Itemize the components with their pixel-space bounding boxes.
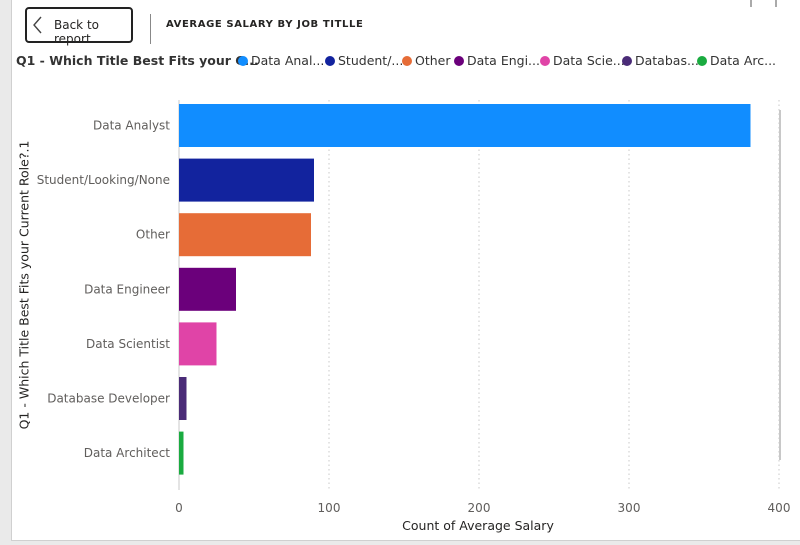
legend-item[interactable]: Data Scie...	[540, 53, 625, 68]
legend-label: Data Arc...	[710, 53, 777, 68]
bar[interactable]	[179, 431, 184, 475]
category-label: Database Developer	[47, 392, 170, 406]
chevron-left-icon	[33, 16, 42, 34]
legend-item[interactable]: Data Arc...	[697, 53, 776, 68]
legend-marker	[697, 56, 707, 66]
visual-title: AVERAGE SALARY BY JOB TITLLE	[166, 19, 364, 30]
legend-marker	[325, 56, 335, 66]
legend-label: Data Scie...	[553, 53, 625, 68]
category-label: Data Architect	[84, 446, 171, 460]
y-axis-title: Q1 - Which Title Best Fits your Current …	[16, 140, 32, 430]
visual-panel	[11, 0, 800, 541]
bar[interactable]	[179, 158, 314, 202]
legend: Q1 - Which Title Best Fits your C... Dat…	[16, 53, 791, 71]
category-label: Data Engineer	[84, 282, 170, 296]
legend-marker	[238, 56, 248, 66]
bar[interactable]	[179, 322, 217, 366]
x-tick-label: 100	[318, 501, 341, 515]
legend-label: Data Anal...	[251, 53, 325, 68]
legend-label: Data Engi...	[467, 53, 540, 68]
legend-item[interactable]: Other	[402, 53, 451, 68]
x-axis-title: Count of Average Salary	[402, 518, 554, 533]
x-tick-label: 300	[618, 501, 641, 515]
bar[interactable]	[179, 267, 236, 311]
legend-marker	[402, 56, 412, 66]
x-tick-label: 400	[768, 501, 791, 515]
legend-title: Q1 - Which Title Best Fits your C...	[16, 53, 259, 68]
scrollbar[interactable]	[779, 110, 781, 460]
focus-mode-icon[interactable]	[775, 0, 777, 7]
category-label: Data Analyst	[93, 119, 170, 133]
bar[interactable]	[179, 377, 187, 420]
legend-marker	[622, 56, 632, 66]
legend-item[interactable]: Databas...	[622, 53, 699, 68]
more-options-icon[interactable]	[750, 0, 752, 7]
category-label: Student/Looking/None	[37, 173, 170, 187]
legend-item[interactable]: Data Engi...	[454, 53, 540, 68]
legend-label: Other	[415, 53, 451, 68]
legend-item[interactable]: Data Anal...	[238, 53, 324, 68]
legend-label: Databas...	[635, 53, 699, 68]
legend-item[interactable]: Student/...	[325, 53, 403, 68]
bar[interactable]	[179, 104, 751, 147]
back-to-report-button[interactable]: Back to report	[25, 7, 133, 46]
x-tick-label: 200	[468, 501, 491, 515]
legend-marker	[540, 56, 550, 66]
category-label: Other	[136, 228, 170, 242]
back-button-label: Back to report	[54, 18, 99, 46]
x-tick-label: 0	[175, 501, 183, 515]
legend-label: Student/...	[338, 53, 404, 68]
header-divider	[150, 14, 151, 44]
bar[interactable]	[179, 213, 311, 257]
legend-marker	[454, 56, 464, 66]
category-label: Data Scientist	[86, 337, 170, 351]
